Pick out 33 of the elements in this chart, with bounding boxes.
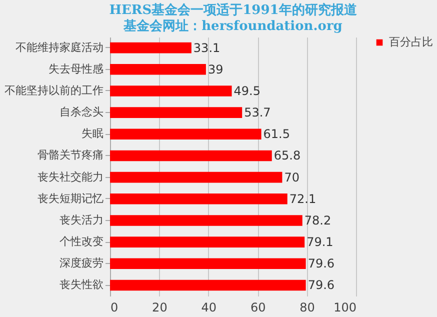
y-tick-label: 深度疲劳 (60, 256, 104, 270)
data-label: 61.5 (263, 127, 290, 142)
y-tick-label: 自杀念头 (60, 106, 104, 119)
chart-subtitle: 基金会网址：hersfoundation.org (122, 19, 342, 34)
x-tick-label: 0 (110, 300, 118, 314)
data-label: 49.5 (234, 84, 260, 98)
data-label: 79.1 (306, 235, 334, 250)
data-label: 78.2 (304, 213, 332, 228)
data-label: 33.1 (193, 40, 220, 55)
data-label: 65.8 (274, 148, 301, 163)
y-tick-label: 不能坚持以前的工作 (4, 84, 104, 97)
x-tick-label: 40 (201, 300, 217, 314)
y-tick-label: 丧失性欲 (60, 278, 104, 292)
y-tick-label: 骨骼关节疼痛 (38, 148, 104, 162)
data-label: 79.6 (308, 256, 335, 271)
data-label: 53.7 (244, 106, 271, 120)
x-tick-label: 100 (334, 300, 356, 314)
data-label: 79.6 (308, 278, 335, 292)
y-tick-label: 失去母性感 (48, 62, 104, 76)
chart-title: HERS基金会一项适于1991年的研究报道 (109, 2, 358, 18)
y-tick-label: 不能维持家庭活动 (16, 40, 104, 54)
y-tick-label: 丧失活力 (60, 213, 104, 226)
data-label: 72.1 (289, 192, 316, 206)
data-label: 70 (284, 170, 300, 184)
y-tick-label: 丧失社交能力 (38, 170, 104, 184)
x-tick-label: 80 (300, 300, 315, 314)
x-tick-label: 20 (152, 300, 168, 314)
y-tick-label: 丧失短期记忆 (38, 192, 104, 205)
legend-label: 百分占比 (389, 36, 433, 48)
x-tick-label: 60 (250, 300, 266, 314)
y-tick-label: 失眠 (82, 127, 104, 140)
y-tick-label: 个性改变 (60, 235, 104, 248)
data-label: 39 (208, 62, 224, 76)
